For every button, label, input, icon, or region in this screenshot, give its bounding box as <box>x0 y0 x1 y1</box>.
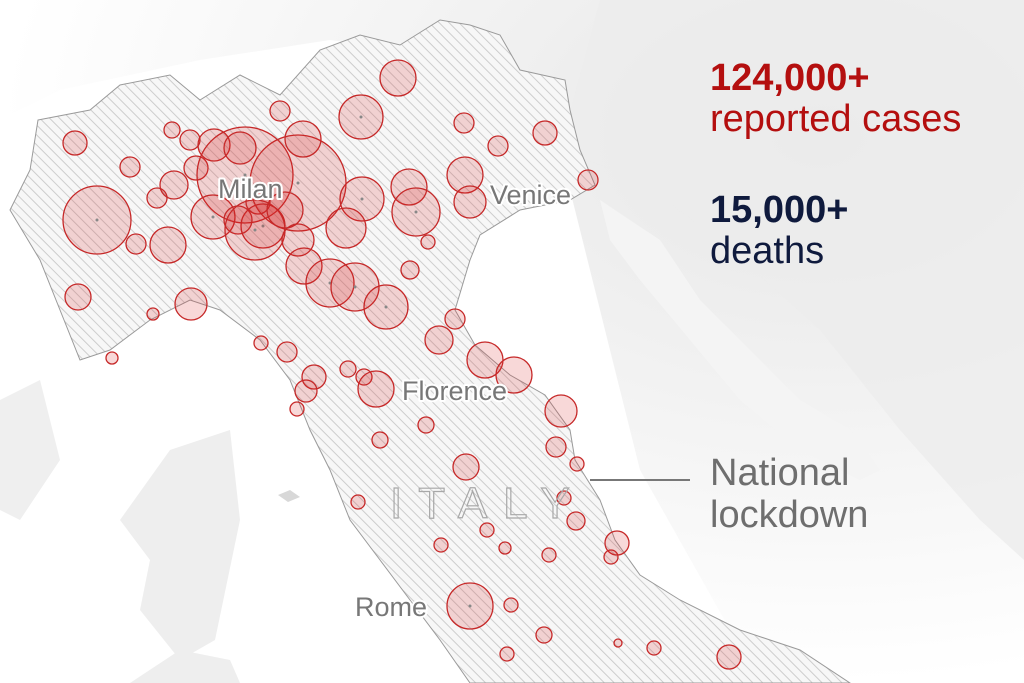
city-dot <box>360 197 364 201</box>
city-label-florence: Florence <box>402 376 507 406</box>
case-bubbles <box>62 59 742 670</box>
stat-cases: 124,000+ reported cases <box>710 58 961 140</box>
city-dot <box>353 285 357 289</box>
case-bubble <box>179 129 201 151</box>
case-bubble <box>174 287 208 321</box>
case-bubble <box>276 341 298 363</box>
case-bubble <box>569 456 585 472</box>
case-bubble <box>149 226 187 264</box>
case-bubble <box>284 120 322 158</box>
case-bubble <box>223 131 257 165</box>
case-bubble <box>499 646 515 662</box>
case-bubble <box>577 169 599 191</box>
city-label-milan: Milan <box>218 174 283 204</box>
case-bubble <box>452 453 480 481</box>
case-bubble <box>556 490 572 506</box>
cases-label: reported cases <box>710 98 962 140</box>
case-bubble <box>62 130 88 156</box>
city-dot <box>211 215 215 219</box>
case-bubble <box>105 351 119 365</box>
case-bubble <box>119 156 141 178</box>
lockdown-line-1: National <box>710 452 850 494</box>
case-bubble <box>417 416 435 434</box>
case-bubble <box>379 59 417 97</box>
case-bubble <box>479 522 495 538</box>
case-bubble <box>289 401 305 417</box>
case-bubble <box>532 120 558 146</box>
elba-island <box>278 490 300 502</box>
case-bubble <box>339 360 357 378</box>
case-bubble <box>453 185 487 219</box>
city-dot <box>384 305 388 309</box>
case-bubble <box>285 247 323 285</box>
sardinia-land <box>120 430 240 660</box>
lockdown-label: National lockdown <box>710 452 868 536</box>
case-bubble <box>125 233 147 255</box>
case-bubble <box>487 135 509 157</box>
deaths-value: 15,000+ <box>710 189 849 231</box>
cases-value: 124,000+ <box>710 57 870 99</box>
case-bubble <box>716 644 742 670</box>
case-bubble <box>350 494 366 510</box>
case-bubble <box>420 234 436 250</box>
case-bubble <box>503 597 519 613</box>
case-bubble <box>183 155 209 181</box>
country-label: ITALY <box>390 479 586 528</box>
case-bubble <box>603 549 619 565</box>
case-bubble <box>146 307 160 321</box>
case-bubble <box>245 189 271 215</box>
case-bubble <box>301 364 327 390</box>
city-dot <box>414 210 418 214</box>
case-bubble <box>544 394 578 428</box>
case-bubble <box>498 541 512 555</box>
case-bubble <box>371 431 389 449</box>
case-bubble <box>325 207 367 249</box>
deaths-label: deaths <box>710 230 825 272</box>
case-bubble <box>433 537 449 553</box>
case-bubble <box>197 128 231 162</box>
case-bubble <box>266 191 304 229</box>
city-dot <box>468 604 472 608</box>
case-bubble <box>453 112 475 134</box>
case-bubble <box>613 638 623 648</box>
city-label-venice: Venice <box>490 180 571 210</box>
city-dot <box>253 228 257 232</box>
case-bubble <box>646 640 662 656</box>
case-bubble <box>604 530 630 556</box>
case-bubble <box>545 436 567 458</box>
case-bubble <box>163 121 181 139</box>
case-bubble <box>424 325 454 355</box>
case-bubble <box>159 170 189 200</box>
city-dot <box>296 181 300 185</box>
case-bubble <box>566 511 586 531</box>
city-dot <box>95 218 99 222</box>
case-bubble <box>390 168 428 206</box>
lockdown-line-2: lockdown <box>710 494 869 536</box>
city-dot <box>261 224 265 228</box>
case-bubble <box>253 335 269 351</box>
case-bubble <box>495 356 533 394</box>
city-label-rome: Rome <box>355 592 427 622</box>
case-bubble <box>357 370 395 408</box>
city-dot <box>359 115 363 119</box>
case-bubble <box>535 626 553 644</box>
case-bubble <box>294 379 318 403</box>
case-bubble <box>444 308 466 330</box>
case-bubble <box>64 283 92 311</box>
case-bubble <box>400 260 420 280</box>
city-dot <box>243 173 247 177</box>
stat-deaths: 15,000+ deaths <box>710 190 848 272</box>
case-bubble <box>446 156 484 194</box>
case-bubble <box>269 100 291 122</box>
case-bubble <box>541 547 557 563</box>
